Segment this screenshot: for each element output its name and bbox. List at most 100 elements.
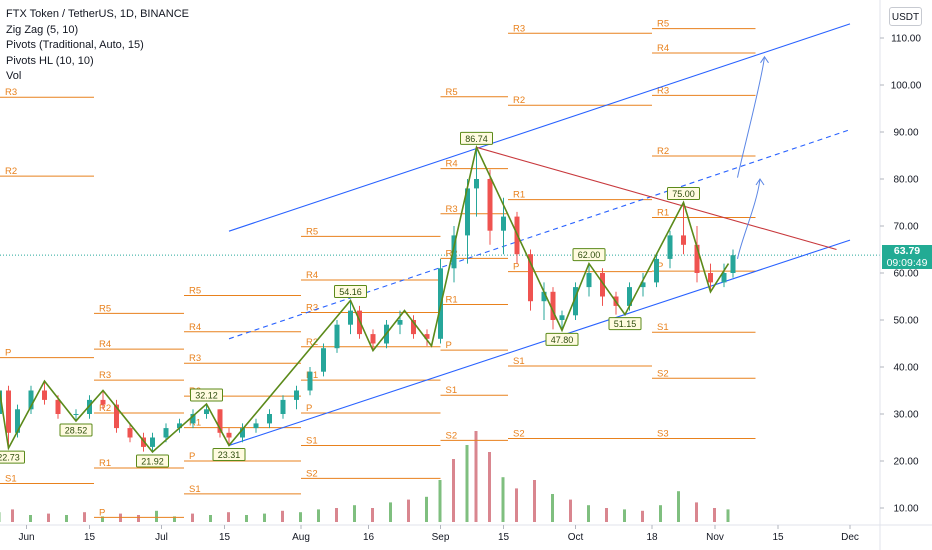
candle-body (177, 423, 182, 429)
candle-body (541, 291, 547, 302)
candle-body (730, 255, 736, 273)
pivot-label-s1: S1 (306, 435, 318, 446)
candle-body (627, 287, 632, 306)
candle-body (100, 399, 106, 405)
time-tick-label: Jul (155, 532, 168, 543)
pivot-label-s2: S2 (446, 430, 458, 441)
legend-indicator-pivots-hl[interactable]: Pivots HL (10, 10) (6, 54, 94, 67)
channel-middle-line (228, 129, 851, 340)
time-tick-label: Dec (841, 532, 859, 543)
candle-body (73, 414, 79, 415)
zigzag-label: 54.16 (339, 287, 362, 297)
pivot-label-p: P (99, 507, 105, 518)
legend-indicator-volume[interactable]: Vol (6, 70, 22, 82)
pivot-label-p: P (513, 262, 519, 273)
candle-body (42, 390, 47, 400)
candle-body (87, 399, 92, 414)
currency-selector[interactable]: USDT (889, 7, 922, 26)
volume-bar (726, 509, 730, 522)
legend-indicator-zigzag[interactable]: Zig Zag (5, 10) (6, 23, 79, 36)
pivot-label-r5: R5 (306, 226, 318, 237)
pivot-label-r1: R1 (513, 190, 525, 201)
candle-body (294, 390, 299, 400)
pivot-label-r1: R1 (99, 458, 111, 469)
volume-bar (0, 512, 1, 522)
pivot-label-r5: R5 (189, 286, 201, 297)
zigzag-label: 28.52 (65, 425, 88, 435)
volume-bar (515, 488, 518, 522)
volume-bar (605, 508, 608, 522)
candle-body (217, 409, 223, 433)
projection-arrow-1 (737, 178, 761, 259)
volume-bar (551, 494, 554, 522)
candle-body (141, 437, 146, 447)
volume-bar (677, 491, 680, 522)
price-tick-label: 50.00 (893, 316, 918, 327)
pivot-label-r2: R2 (306, 337, 318, 348)
legend-indicator-pivots[interactable]: Pivots (Traditional, Auto, 15) (6, 39, 144, 51)
price-tick-label: 30.00 (893, 410, 918, 421)
zigzag-label-box (59, 423, 93, 437)
pivot-label-s1: S1 (446, 385, 458, 396)
time-tick-label: Nov (706, 532, 724, 543)
channel-lower-line (228, 239, 851, 446)
candle-body (501, 216, 506, 231)
candle-body (708, 273, 713, 283)
price-tick-label: 40.00 (893, 363, 918, 374)
time-tick-label: 18 (646, 532, 658, 543)
candle-body (397, 320, 403, 325)
pivot-label-r4: R4 (99, 339, 111, 350)
candle-body (600, 273, 605, 297)
volume-bar (569, 499, 572, 522)
pivot-label-r1: R1 (657, 208, 669, 219)
projection-arrowhead-2 (760, 55, 769, 64)
pivot-label-s1: S1 (189, 484, 201, 495)
pivot-label-r2: R2 (99, 403, 111, 414)
time-tick-label: Oct (568, 532, 584, 543)
pivot-label-r3: R3 (657, 85, 669, 96)
chart-legend: FTX Token / TetherUS, 1D, BINANCE Zig Za… (6, 7, 189, 85)
candle-body (226, 432, 232, 438)
volume-bar (353, 505, 356, 522)
volume-bar (587, 505, 590, 522)
pivot-label-p: P (5, 348, 11, 359)
price-tick-label: 20.00 (893, 457, 918, 468)
candle-body (694, 244, 700, 273)
pivot-label-r3: R3 (99, 370, 111, 381)
zigzag-label-box (608, 317, 642, 331)
time-tick-label: 15 (772, 532, 784, 543)
candle-body (334, 324, 340, 349)
candle-body (6, 390, 11, 433)
pivot-label-r5: R5 (657, 19, 669, 30)
price-tick-label: 70.00 (893, 222, 918, 233)
pivot-label-s1: S1 (513, 356, 525, 367)
pivot-label-p: P (446, 340, 452, 351)
candle-body (411, 320, 416, 335)
volume-bar (474, 431, 478, 522)
volume-bar (695, 502, 698, 522)
price-tick-label: 100.00 (891, 81, 922, 92)
candle-body (528, 254, 533, 302)
volume-bar (83, 512, 86, 522)
pivot-label-s1: S1 (657, 322, 669, 333)
pivot-label-r4: R4 (306, 270, 318, 281)
candle-body (204, 409, 209, 414)
volume-bar (623, 509, 626, 522)
candle-body (307, 371, 313, 391)
time-tick-label: 16 (363, 532, 375, 543)
price-tick-label: 90.00 (893, 128, 918, 139)
candle-body (28, 390, 34, 410)
zigzag-label: 51.15 (614, 319, 637, 329)
candle-body (253, 423, 259, 429)
zigzag-label: 21.92 (141, 456, 164, 466)
pivot-label-r4: R4 (189, 322, 201, 333)
volume-bar (227, 512, 230, 522)
price-tick-label: 110.00 (891, 34, 921, 45)
pivot-label-r1: R1 (446, 294, 458, 305)
countdown-timer: 09:09:49 (886, 257, 928, 270)
time-tick-label: Aug (292, 532, 310, 543)
candle-body (348, 310, 353, 325)
volume-bar (209, 515, 212, 522)
candle-body (487, 179, 493, 231)
